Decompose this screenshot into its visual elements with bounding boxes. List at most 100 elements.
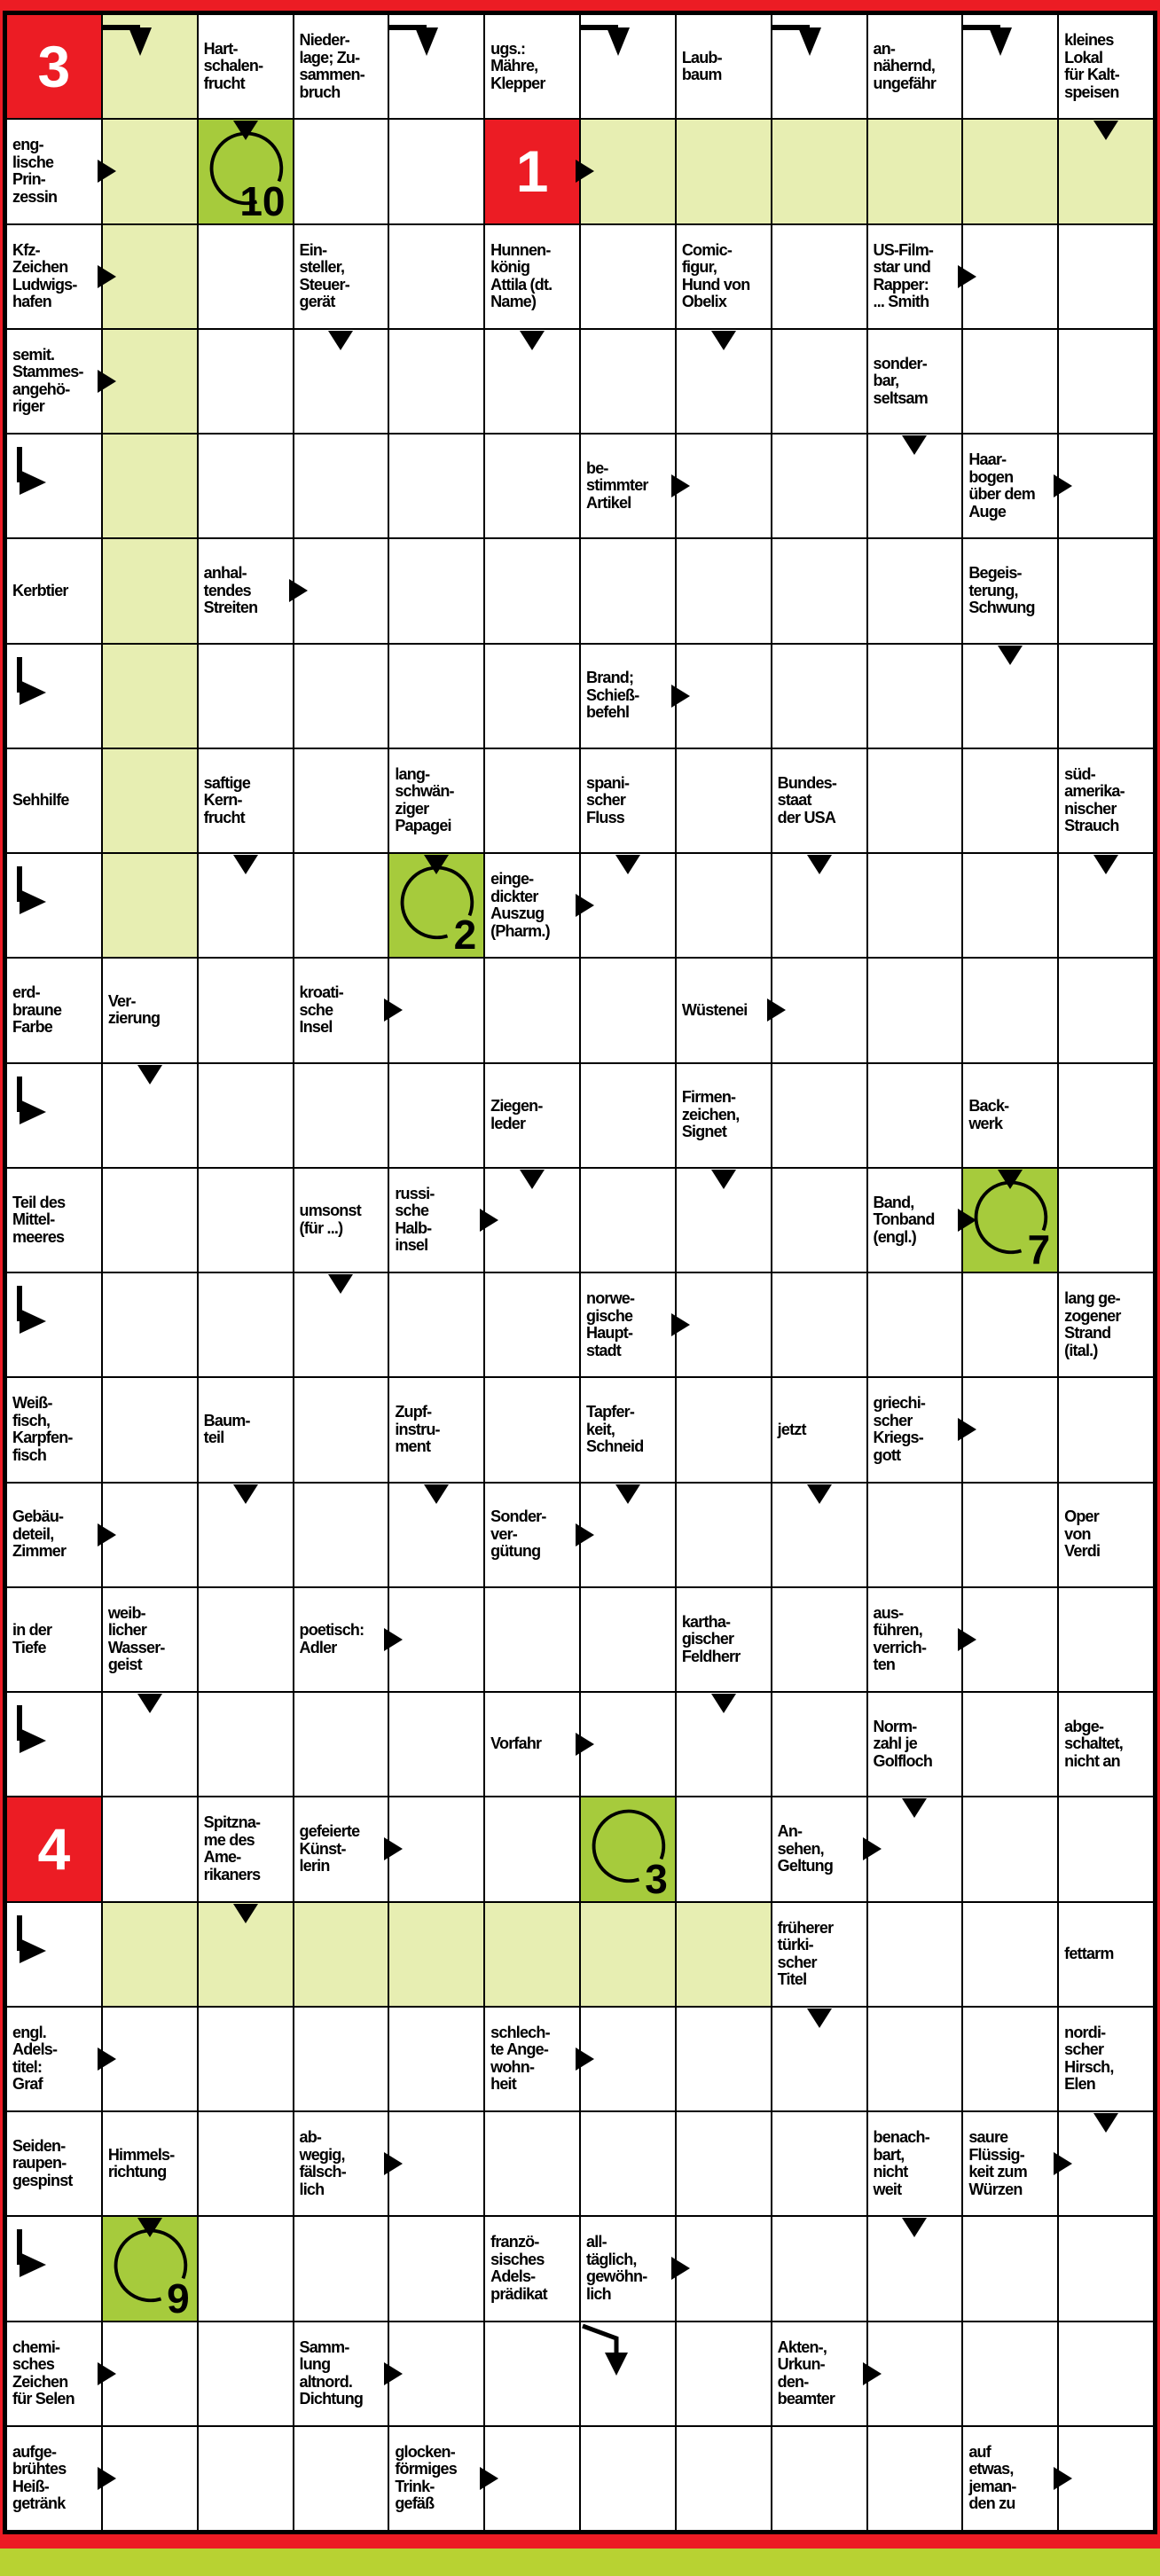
answer-cell-r19c1[interactable] <box>101 2006 198 2111</box>
answer-cell-r14c1[interactable] <box>101 1482 198 1587</box>
answer-cell-r19c2[interactable] <box>197 2006 294 2111</box>
answer-cell-r4c3[interactable] <box>293 434 389 539</box>
answer-cell-r17c1[interactable] <box>101 1797 198 1902</box>
answer-cell-r23c6[interactable] <box>580 2425 676 2531</box>
answer-cell-r20c7[interactable] <box>675 2111 772 2217</box>
solution-letter-cell-r1c2[interactable]: 10 <box>197 119 294 224</box>
answer-cell-highlight-r18c3[interactable] <box>293 1901 389 2007</box>
answer-cell-r0c8[interactable] <box>771 14 867 120</box>
answer-cell-r7c9[interactable] <box>866 748 963 853</box>
answer-cell-r23c1[interactable] <box>101 2425 198 2531</box>
answer-cell-r23c5[interactable] <box>484 2425 580 2531</box>
answer-cell-r5c4[interactable] <box>388 538 485 644</box>
answer-cell-r4c8[interactable] <box>771 434 867 539</box>
answer-cell-r0c10[interactable] <box>962 14 1059 120</box>
answer-cell-r5c8[interactable] <box>771 538 867 644</box>
answer-cell-r3c11[interactable] <box>1058 328 1154 434</box>
answer-cell-r21c11[interactable] <box>1058 2216 1154 2322</box>
answer-cell-r2c4[interactable] <box>388 223 485 329</box>
answer-cell-r21c8[interactable] <box>771 2216 867 2322</box>
answer-cell-r10c8[interactable] <box>771 1062 867 1168</box>
answer-cell-r17c11[interactable] <box>1058 1797 1154 1902</box>
answer-cell-r10c1[interactable] <box>101 1062 198 1168</box>
answer-cell-r22c11[interactable] <box>1058 2321 1154 2426</box>
answer-cell-r22c1[interactable] <box>101 2321 198 2426</box>
answer-cell-r16c7[interactable] <box>675 1692 772 1797</box>
answer-cell-r4c5[interactable] <box>484 434 580 539</box>
answer-cell-highlight-r1c6[interactable] <box>580 119 676 224</box>
solution-letter-cell-r17c6[interactable]: 3 <box>580 1797 676 1902</box>
answer-cell-r9c2[interactable] <box>197 958 294 1063</box>
answer-cell-highlight-r1c11[interactable] <box>1058 119 1154 224</box>
answer-cell-r13c10[interactable] <box>962 1377 1059 1483</box>
answer-cell-r20c11[interactable] <box>1058 2111 1154 2217</box>
answer-cell-highlight-r18c2[interactable] <box>197 1901 294 2007</box>
answer-cell-r21c0[interactable] <box>6 2216 102 2322</box>
answer-cell-r2c11[interactable] <box>1058 223 1154 329</box>
answer-cell-r9c6[interactable] <box>580 958 676 1063</box>
answer-cell-highlight-r1c9[interactable] <box>866 119 963 224</box>
answer-cell-r2c2[interactable] <box>197 223 294 329</box>
solution-letter-cell-r11c10[interactable]: 7 <box>962 1167 1059 1272</box>
answer-cell-r10c3[interactable] <box>293 1062 389 1168</box>
answer-cell-r16c10[interactable] <box>962 1692 1059 1797</box>
answer-cell-highlight-r18c5[interactable] <box>484 1901 580 2007</box>
answer-cell-highlight-r18c1[interactable] <box>101 1901 198 2007</box>
answer-cell-r11c11[interactable] <box>1058 1167 1154 1272</box>
answer-cell-r5c6[interactable] <box>580 538 676 644</box>
answer-cell-r12c0[interactable] <box>6 1272 102 1378</box>
answer-cell-r12c9[interactable] <box>866 1272 963 1378</box>
answer-cell-r5c5[interactable] <box>484 538 580 644</box>
answer-cell-r19c3[interactable] <box>293 2006 389 2111</box>
answer-cell-r5c9[interactable] <box>866 538 963 644</box>
answer-cell-r4c4[interactable] <box>388 434 485 539</box>
answer-cell-r14c10[interactable] <box>962 1482 1059 1587</box>
answer-cell-r20c5[interactable] <box>484 2111 580 2217</box>
answer-cell-r10c4[interactable] <box>388 1062 485 1168</box>
answer-cell-r4c11[interactable] <box>1058 434 1154 539</box>
answer-cell-r16c0[interactable] <box>6 1692 102 1797</box>
answer-cell-r15c2[interactable] <box>197 1586 294 1692</box>
answer-cell-r12c10[interactable] <box>962 1272 1059 1378</box>
answer-cell-r9c11[interactable] <box>1058 958 1154 1063</box>
answer-cell-r22c2[interactable] <box>197 2321 294 2426</box>
answer-cell-r12c4[interactable] <box>388 1272 485 1378</box>
answer-cell-r7c5[interactable] <box>484 748 580 853</box>
answer-cell-r22c9[interactable] <box>866 2321 963 2426</box>
answer-cell-r19c4[interactable] <box>388 2006 485 2111</box>
answer-cell-r8c10[interactable] <box>962 853 1059 959</box>
answer-cell-r19c10[interactable] <box>962 2006 1059 2111</box>
solution-letter-cell-r8c4[interactable]: 2 <box>388 853 485 959</box>
answer-cell-r13c11[interactable] <box>1058 1377 1154 1483</box>
answer-cell-r2c10[interactable] <box>962 223 1059 329</box>
answer-cell-r12c2[interactable] <box>197 1272 294 1378</box>
answer-cell-r14c7[interactable] <box>675 1482 772 1587</box>
answer-cell-highlight-r1c10[interactable] <box>962 119 1059 224</box>
answer-cell-highlight-r1c8[interactable] <box>771 119 867 224</box>
answer-cell-r6c4[interactable] <box>388 643 485 748</box>
answer-cell-r12c7[interactable] <box>675 1272 772 1378</box>
answer-cell-r10c2[interactable] <box>197 1062 294 1168</box>
answer-cell-r12c1[interactable] <box>101 1272 198 1378</box>
answer-cell-r12c3[interactable] <box>293 1272 389 1378</box>
answer-cell-highlight-r1c7[interactable] <box>675 119 772 224</box>
answer-cell-r3c3[interactable] <box>293 328 389 434</box>
answer-cell-highlight-r1c1[interactable] <box>101 119 198 224</box>
answer-cell-r3c6[interactable] <box>580 328 676 434</box>
answer-cell-highlight-r4c1[interactable] <box>101 434 198 539</box>
answer-cell-r13c5[interactable] <box>484 1377 580 1483</box>
answer-cell-highlight-r6c1[interactable] <box>101 643 198 748</box>
answer-cell-r7c10[interactable] <box>962 748 1059 853</box>
answer-cell-r19c7[interactable] <box>675 2006 772 2111</box>
answer-cell-r8c7[interactable] <box>675 853 772 959</box>
answer-cell-r1c4[interactable] <box>388 119 485 224</box>
answer-cell-r9c4[interactable] <box>388 958 485 1063</box>
answer-cell-r3c2[interactable] <box>197 328 294 434</box>
answer-cell-r19c8[interactable] <box>771 2006 867 2111</box>
answer-cell-r20c6[interactable] <box>580 2111 676 2217</box>
answer-cell-r16c1[interactable] <box>101 1692 198 1797</box>
answer-cell-r0c4[interactable] <box>388 14 485 120</box>
answer-cell-r8c2[interactable] <box>197 853 294 959</box>
answer-cell-highlight-r2c1[interactable] <box>101 223 198 329</box>
answer-cell-r8c3[interactable] <box>293 853 389 959</box>
